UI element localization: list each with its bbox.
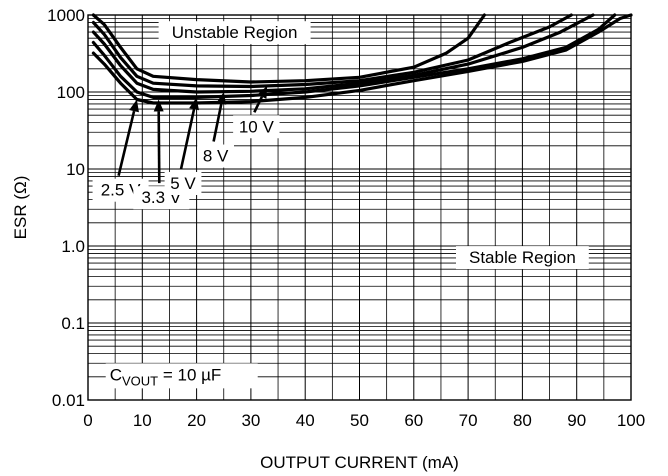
- x-tick-label: 70: [459, 411, 478, 430]
- series-label: 2.5 V: [101, 181, 141, 200]
- series-arrowhead: [257, 85, 268, 99]
- series-line: [91, 13, 573, 89]
- series-label: 10 V: [239, 117, 275, 136]
- tick-labels: 0 10 20 30 40 50 60 70 80 90 100 0.01 0.1 1.0 10 100 100…: [47, 6, 645, 430]
- x-tick-label: 80: [513, 411, 532, 430]
- series-label-bg: [233, 115, 280, 139]
- series-arrowhead: [129, 99, 139, 113]
- series-label-bg: [164, 171, 202, 195]
- x-tick-label: 50: [350, 411, 369, 430]
- y-tick-label: 100: [57, 83, 85, 102]
- y-tick-label: 0.01: [52, 391, 85, 410]
- region-label-bg: [158, 21, 311, 45]
- series-label-bg: [197, 144, 235, 168]
- capacitor-label-bg: [105, 363, 258, 389]
- x-tick-label: 100: [617, 411, 645, 430]
- series-arrow: [157, 111, 161, 184]
- capacitor-label: CVOUT = 10 µF: [110, 365, 222, 388]
- series-line: [91, 13, 595, 94]
- series-arrow: [117, 110, 136, 177]
- x-tick-label: 20: [187, 411, 206, 430]
- x-axis-label: OUTPUT CURRENT (mA): [260, 453, 459, 472]
- y-tick-label: 10: [66, 160, 85, 179]
- series-arrow: [253, 96, 264, 113]
- series-arrow: [212, 103, 223, 142]
- curves: [91, 13, 633, 105]
- x-tick-label: 10: [133, 411, 152, 430]
- series-arrow: [179, 108, 196, 170]
- x-tick-label: 30: [241, 411, 260, 430]
- annotations: Unstable Region Stable Region CVOUT = 10 µ…: [92, 21, 589, 389]
- x-tick-label: 90: [567, 411, 586, 430]
- series-arrowhead: [153, 99, 164, 112]
- y-axis-label: ESR (Ω): [11, 176, 30, 240]
- y-tick-label: 0.1: [61, 314, 85, 333]
- region-label-bg: [456, 246, 589, 270]
- y-tick-label: 1000: [47, 6, 85, 25]
- y-tick-label: 1.0: [61, 237, 85, 256]
- series-label: 8 V: [203, 147, 229, 166]
- series-label: 5 V: [170, 174, 196, 193]
- series-line: [91, 13, 633, 105]
- region-label: Stable Region: [469, 248, 576, 267]
- x-tick-label: 40: [296, 411, 315, 430]
- series-line: [91, 13, 617, 99]
- region-label: Unstable Region: [172, 23, 298, 42]
- series-arrowhead: [216, 92, 227, 105]
- x-tick-label: 0: [83, 411, 92, 430]
- series-arrowhead: [189, 97, 199, 111]
- series-line: [91, 13, 486, 84]
- x-tick-label: 60: [404, 411, 423, 430]
